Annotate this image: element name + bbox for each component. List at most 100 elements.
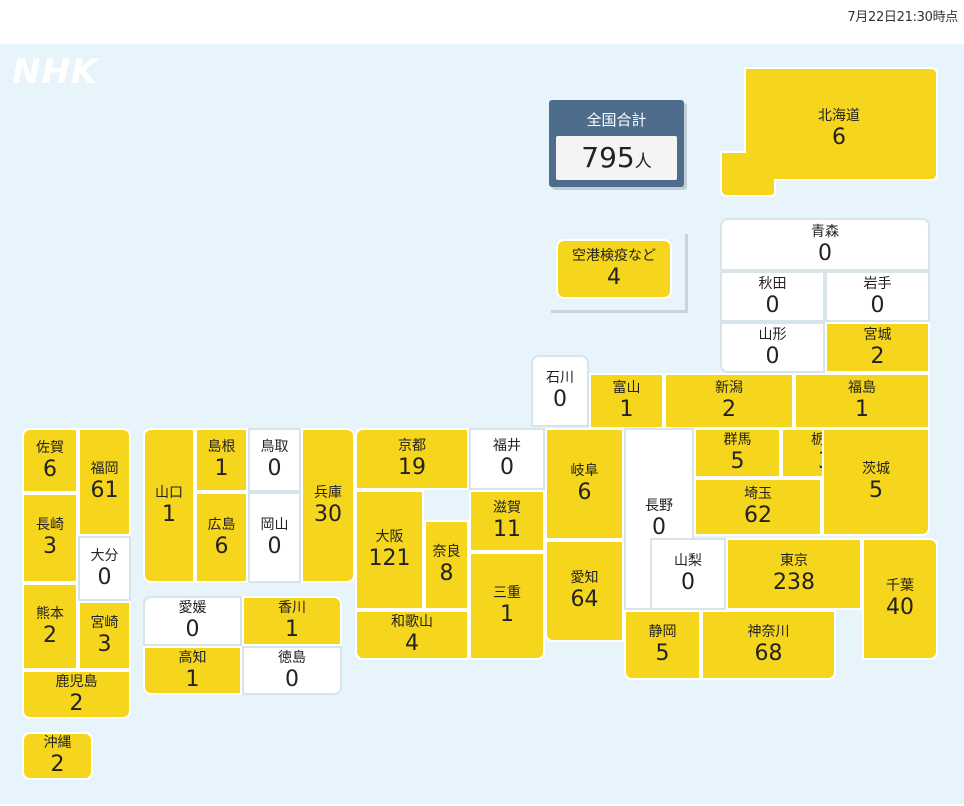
prefecture-name: 香川 xyxy=(278,600,306,616)
prefecture-saga[interactable]: 佐賀 6 xyxy=(22,428,78,493)
prefecture-kagawa[interactable]: 香川 1 xyxy=(242,596,342,646)
prefecture-count: 1 xyxy=(162,501,176,527)
prefecture-fukuoka[interactable]: 福岡 61 xyxy=(78,428,131,536)
prefecture-count: 8 xyxy=(439,561,454,586)
prefecture-name: 山梨 xyxy=(674,553,702,569)
prefecture-miyagi[interactable]: 宮城 2 xyxy=(825,322,930,373)
prefecture-count: 68 xyxy=(754,641,783,666)
prefecture-name: 愛媛 xyxy=(178,600,207,616)
prefecture-chiba[interactable]: 千葉 40 xyxy=(862,538,938,660)
prefecture-name: 奈良 xyxy=(432,544,461,560)
prefecture-tokushima[interactable]: 徳島 0 xyxy=(242,646,342,695)
prefecture-name: 茨城 xyxy=(862,461,890,477)
prefecture-name: 広島 xyxy=(207,516,236,533)
prefecture-ibaraki[interactable]: 茨城 5 xyxy=(822,428,930,536)
prefecture-name: 千葉 xyxy=(886,578,914,594)
prefecture-count: 2 xyxy=(722,397,736,422)
prefecture-akita[interactable]: 秋田 0 xyxy=(720,271,825,322)
prefecture-name: 長野 xyxy=(645,498,673,514)
prefecture-ehime[interactable]: 愛媛 0 xyxy=(143,596,242,646)
prefecture-count: 0 xyxy=(818,240,832,266)
prefecture-name: 鹿児島 xyxy=(55,673,98,690)
prefecture-shizuoka[interactable]: 静岡 5 xyxy=(624,610,701,680)
prefecture-iwate[interactable]: 岩手 0 xyxy=(825,271,930,322)
prefecture-name: 京都 xyxy=(398,438,426,454)
prefecture-name: 福井 xyxy=(493,438,521,454)
airport-quarantine-count: 4 xyxy=(607,265,621,290)
prefecture-name: 岩手 xyxy=(863,275,892,292)
prefecture-gunma[interactable]: 群馬 5 xyxy=(694,428,781,478)
prefecture-toyama[interactable]: 富山 1 xyxy=(589,373,664,429)
prefecture-nara[interactable]: 奈良 8 xyxy=(424,520,469,610)
timestamp: 7月22日21:30時点 xyxy=(847,10,958,25)
prefecture-yamanashi[interactable]: 山梨 0 xyxy=(650,538,726,610)
prefecture-okinawa[interactable]: 沖縄 2 xyxy=(22,732,93,780)
prefecture-ishikawa[interactable]: 石川 0 xyxy=(531,355,589,427)
prefecture-count: 1 xyxy=(855,397,869,422)
prefecture-hyogo[interactable]: 兵庫 30 xyxy=(301,428,355,583)
prefecture-mie[interactable]: 三重 1 xyxy=(469,552,545,660)
prefecture-name: 秋田 xyxy=(758,275,787,292)
prefecture-hiroshima[interactable]: 広島 6 xyxy=(195,492,248,583)
prefecture-fukui[interactable]: 福井 0 xyxy=(469,428,545,490)
prefecture-count: 6 xyxy=(214,533,229,559)
prefecture-name: 石川 xyxy=(546,370,574,386)
national-total-box: 795 人 xyxy=(556,136,677,180)
prefecture-count: 1 xyxy=(500,602,514,627)
prefecture-count: 0 xyxy=(267,456,282,481)
prefecture-name: 沖縄 xyxy=(43,735,72,751)
prefecture-oita[interactable]: 大分 0 xyxy=(78,536,131,601)
prefecture-osaka[interactable]: 大阪 121 xyxy=(355,490,424,610)
prefecture-kanagawa[interactable]: 神奈川 68 xyxy=(701,610,836,680)
prefecture-name: 埼玉 xyxy=(744,486,772,502)
prefecture-fukushima[interactable]: 福島 1 xyxy=(794,373,930,429)
prefecture-yamagata[interactable]: 山形 0 xyxy=(720,322,825,373)
prefecture-name: 大阪 xyxy=(375,529,404,545)
prefecture-name: 鳥取 xyxy=(260,439,289,455)
airport-quarantine-cell[interactable]: 空港検疫など 4 xyxy=(556,239,672,299)
prefecture-count: 1 xyxy=(214,456,229,481)
japan-case-map: NHK 全国合計 795 人 空港検疫など 4 北海道 6 青森 0 秋田 0 岩手 0 山… xyxy=(0,44,964,804)
prefecture-yamaguchi[interactable]: 山口 1 xyxy=(143,428,195,583)
prefecture-hokkaido[interactable]: 北海道 6 xyxy=(719,66,939,198)
nhk-logo: NHK xyxy=(12,52,99,92)
prefecture-tottori[interactable]: 鳥取 0 xyxy=(248,428,301,492)
prefecture-count: 0 xyxy=(97,564,112,590)
prefecture-name: 高知 xyxy=(178,649,207,666)
prefecture-niigata[interactable]: 新潟 2 xyxy=(664,373,794,429)
prefecture-aomori[interactable]: 青森 0 xyxy=(720,218,930,271)
prefecture-kumamoto[interactable]: 熊本 2 xyxy=(22,583,78,670)
prefecture-saitama[interactable]: 埼玉 62 xyxy=(694,478,822,536)
prefecture-shimane[interactable]: 島根 1 xyxy=(195,428,248,492)
prefecture-count: 19 xyxy=(398,455,426,480)
prefecture-count: 0 xyxy=(652,515,666,540)
prefecture-name: 兵庫 xyxy=(314,484,342,501)
prefecture-name: 島根 xyxy=(207,439,236,455)
prefecture-aichi[interactable]: 愛知 64 xyxy=(545,540,624,642)
prefecture-count: 121 xyxy=(368,546,411,571)
prefecture-okayama[interactable]: 岡山 0 xyxy=(248,492,301,583)
prefecture-name: 三重 xyxy=(493,585,521,601)
prefecture-count: 0 xyxy=(765,292,780,318)
prefecture-count: 0 xyxy=(285,666,299,692)
prefecture-count: 3 xyxy=(97,631,112,657)
prefecture-miyazaki[interactable]: 宮崎 3 xyxy=(78,601,131,670)
airport-shadow xyxy=(551,234,688,313)
prefecture-shiga[interactable]: 滋賀 11 xyxy=(469,490,545,552)
prefecture-count: 2 xyxy=(50,752,65,777)
prefecture-count: 5 xyxy=(655,641,670,666)
prefecture-nagasaki[interactable]: 長崎 3 xyxy=(22,493,78,583)
prefecture-kagoshima[interactable]: 鹿児島 2 xyxy=(22,670,131,719)
prefecture-kochi[interactable]: 高知 1 xyxy=(143,646,242,695)
prefecture-count: 4 xyxy=(405,631,419,656)
prefecture-name: 宮城 xyxy=(863,326,892,343)
prefecture-count: 1 xyxy=(285,617,299,642)
prefecture-name: 静岡 xyxy=(648,624,677,640)
prefecture-name: 大分 xyxy=(90,547,119,564)
prefecture-tokyo[interactable]: 東京 238 xyxy=(726,538,862,610)
prefecture-kyoto[interactable]: 京都 19 xyxy=(355,428,469,490)
prefecture-gifu[interactable]: 岐阜 6 xyxy=(545,428,624,540)
prefecture-count: 6 xyxy=(43,456,57,482)
prefecture-name: 熊本 xyxy=(36,605,64,622)
prefecture-wakayama[interactable]: 和歌山 4 xyxy=(355,610,469,660)
